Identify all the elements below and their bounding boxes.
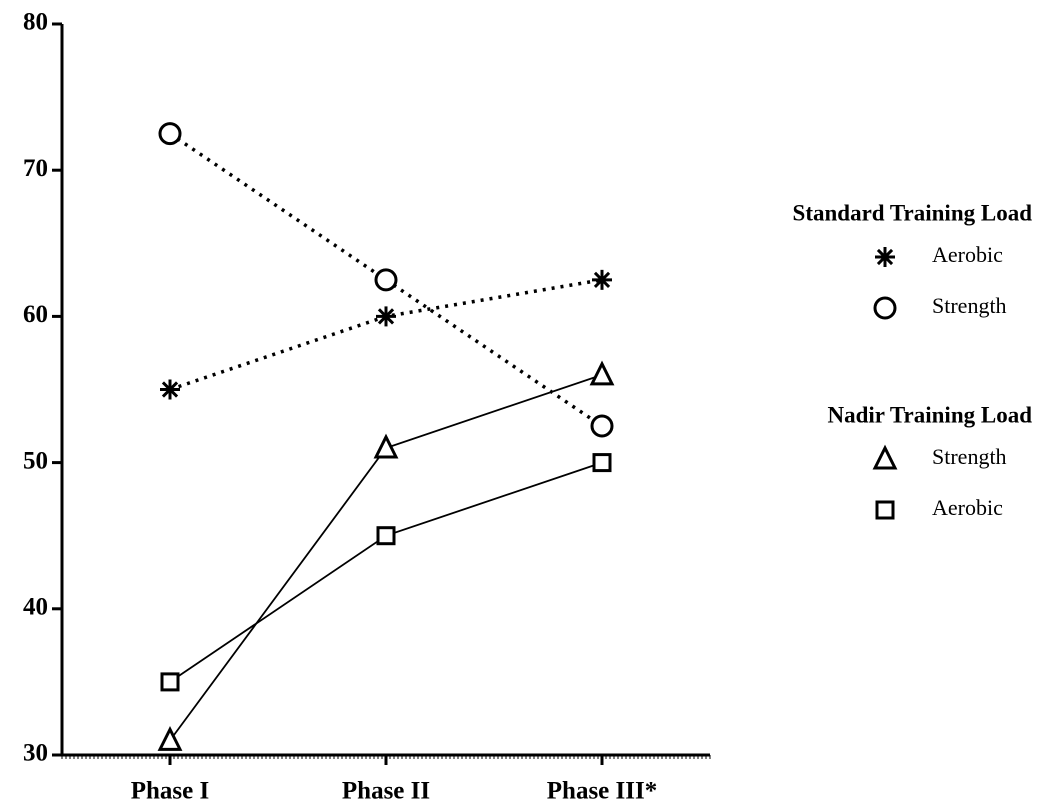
legend-label: Aerobic bbox=[932, 242, 1003, 267]
marker-shape bbox=[590, 414, 614, 438]
y-tick-label: 30 bbox=[23, 740, 48, 767]
data-point bbox=[160, 379, 180, 400]
marker-shape bbox=[160, 672, 180, 692]
marker-shape bbox=[157, 726, 183, 751]
y-tick-label: 50 bbox=[23, 447, 48, 474]
legend-title: Standard Training Load bbox=[793, 200, 1033, 225]
legend-marker bbox=[873, 296, 897, 320]
data-point bbox=[376, 306, 396, 327]
marker-shape bbox=[377, 308, 395, 325]
data-point bbox=[373, 433, 399, 459]
legend-marker bbox=[875, 500, 895, 520]
x-tick-label: Phase I bbox=[131, 778, 209, 805]
series-line bbox=[169, 132, 603, 428]
y-tick-label: 70 bbox=[23, 155, 48, 182]
legend-label: Aerobic bbox=[932, 495, 1003, 520]
marker-shape bbox=[589, 360, 615, 386]
data-point bbox=[374, 268, 398, 292]
marker-shape bbox=[872, 444, 898, 470]
marker-shape bbox=[158, 122, 182, 146]
series-line bbox=[169, 278, 603, 392]
y-tick-label: 60 bbox=[23, 301, 48, 328]
legend-title: Nadir Training Load bbox=[827, 402, 1032, 427]
legend-marker bbox=[872, 444, 898, 470]
data-point bbox=[592, 453, 612, 473]
data-point bbox=[589, 360, 615, 386]
data-point bbox=[376, 526, 396, 546]
data-point bbox=[160, 672, 180, 692]
marker-shape bbox=[373, 433, 399, 459]
marker-shape bbox=[161, 381, 179, 398]
marker-shape bbox=[873, 296, 897, 320]
marker-shape bbox=[374, 268, 398, 292]
x-tick-label: Phase III* bbox=[547, 778, 657, 805]
data-point bbox=[592, 269, 612, 290]
marker-shape bbox=[875, 500, 895, 520]
marker-shape bbox=[376, 526, 396, 546]
series-line bbox=[169, 374, 603, 741]
legend-label: Strength bbox=[932, 444, 1007, 469]
data-point bbox=[590, 414, 614, 438]
data-point bbox=[157, 726, 183, 751]
series-line bbox=[169, 461, 603, 683]
marker-shape bbox=[593, 271, 611, 288]
x-tick-label: Phase II bbox=[342, 778, 430, 805]
data-point bbox=[158, 122, 182, 146]
legend-label: Strength bbox=[932, 293, 1007, 318]
legend-marker bbox=[875, 247, 895, 267]
y-tick-label: 40 bbox=[23, 594, 48, 621]
marker-shape bbox=[876, 248, 894, 266]
y-tick-label: 80 bbox=[23, 9, 48, 36]
marker-shape bbox=[592, 453, 612, 473]
